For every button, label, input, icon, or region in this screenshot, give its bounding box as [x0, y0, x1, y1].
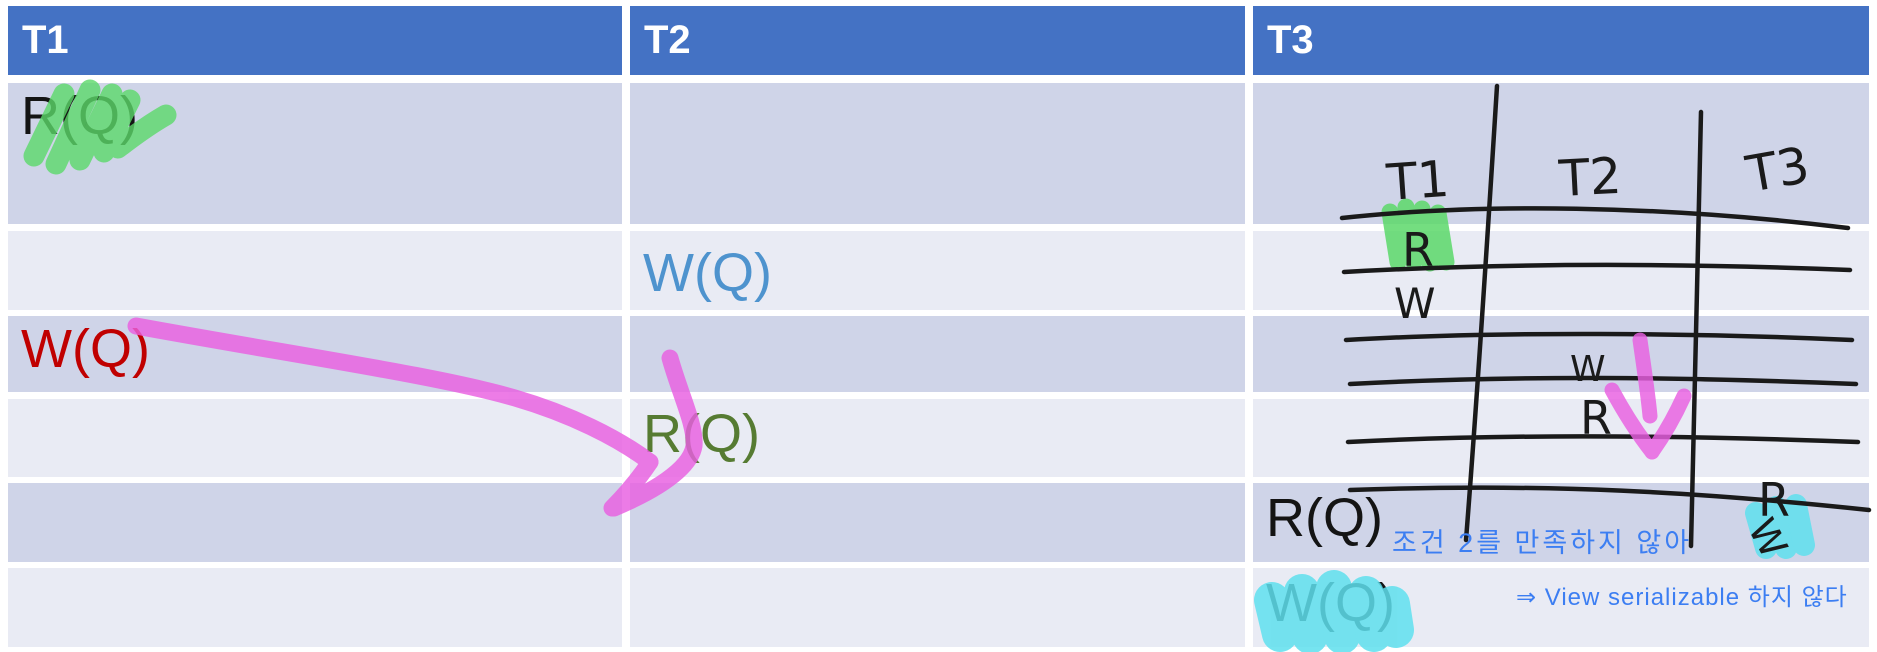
cell-r4-t2: R(Q) [630, 399, 1245, 477]
table-row: W(Q) [8, 316, 1869, 392]
cell-r3-t1: W(Q) [8, 316, 622, 392]
cell-r2-t2: W(Q) [630, 231, 1245, 310]
operation-text: W(Q) [1266, 573, 1395, 633]
operation-text: R(Q) [21, 86, 138, 146]
handwritten-note-condition: 조건 2를 만족하지 않아 [1392, 528, 1693, 558]
header-label-t3: T3 [1267, 18, 1314, 62]
cell-r3-t2 [630, 316, 1245, 392]
cell-r4-t1 [8, 399, 622, 477]
table-row: W(Q) [8, 231, 1869, 310]
header-cell-t3: T3 [1253, 6, 1869, 75]
cell-r4-t3 [1253, 399, 1869, 477]
table-row: R(Q) [8, 83, 1869, 224]
cell-r5-t1 [8, 483, 622, 562]
cell-r1-t2 [630, 83, 1245, 224]
table-row: R(Q) [8, 399, 1869, 477]
operation-text: W(Q) [643, 243, 772, 303]
handwritten-note-conclusion: ⇒ View serializable 하지 않다 [1516, 584, 1848, 611]
table-header-row: T1 T2 T3 [8, 6, 1869, 75]
cell-r3-t3 [1253, 316, 1869, 392]
cell-r1-t3 [1253, 83, 1869, 224]
header-cell-t1: T1 [8, 6, 622, 75]
header-cell-t2: T2 [630, 6, 1245, 75]
operation-text: W(Q) [21, 319, 150, 379]
cell-r1-t1: R(Q) [8, 83, 622, 224]
cell-r6-t1 [8, 568, 622, 647]
cell-r5-t2 [630, 483, 1245, 562]
header-label-t2: T2 [644, 18, 691, 62]
cell-r6-t2 [630, 568, 1245, 647]
cell-r2-t1 [8, 231, 622, 310]
operation-text: R(Q) [643, 404, 760, 464]
header-label-t1: T1 [22, 18, 69, 62]
cell-r2-t3 [1253, 231, 1869, 310]
operation-text: R(Q) [1266, 488, 1383, 548]
